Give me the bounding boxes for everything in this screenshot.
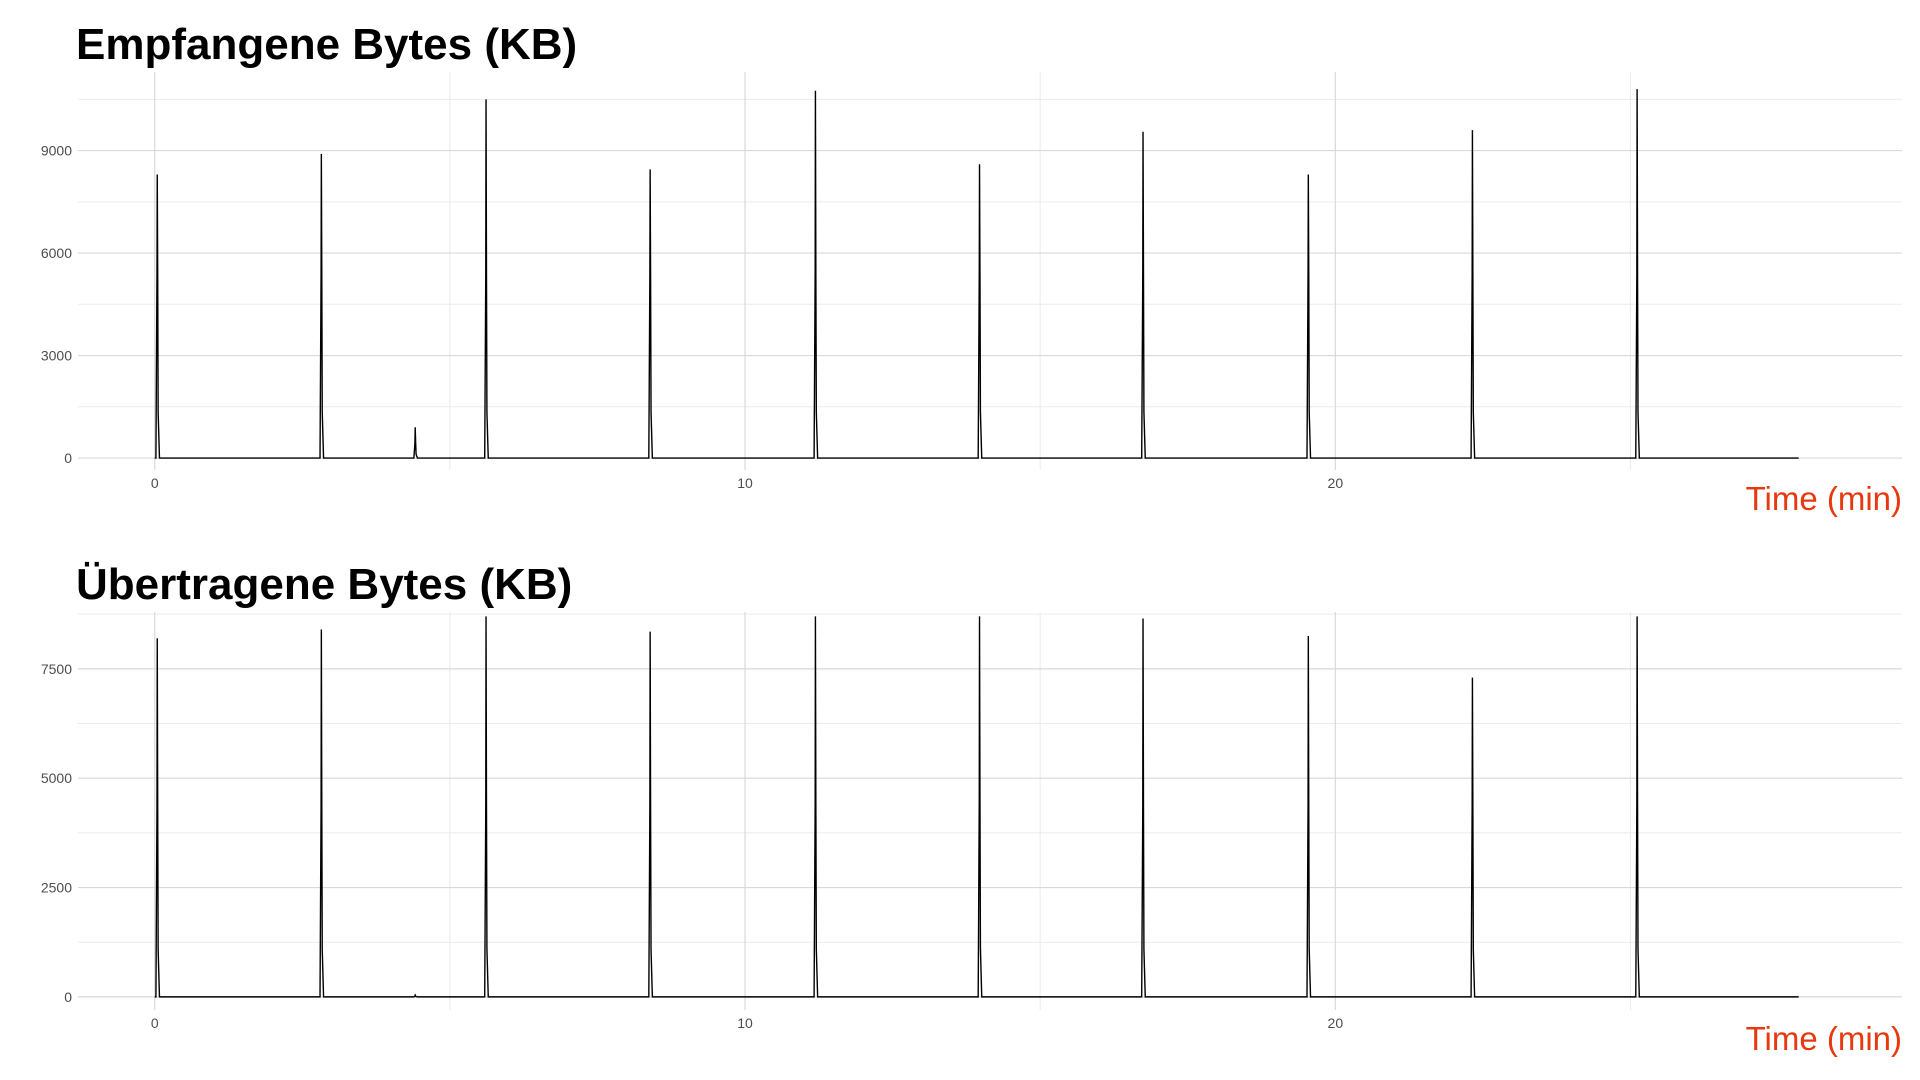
y-tick-label: 0 [64,450,72,466]
x-axis-title: Time (min) [1745,1020,1902,1057]
x-tick-label: 10 [737,1015,753,1031]
series-line [154,616,1799,998]
plot-area: 0 10 20 0 2500 5000 7500 [41,612,1902,1031]
y-tick-label: 3000 [41,348,72,364]
x-tick-label: 0 [151,1015,159,1031]
chart-title: Übertragene Bytes (KB) [76,560,573,609]
y-tick-label: 7500 [41,661,72,677]
plot-area: 0 10 20 0 3000 6000 9000 [41,72,1902,491]
grid [78,72,1902,470]
x-tick-label: 10 [737,475,753,491]
y-tick-label: 6000 [41,245,72,261]
x-tick-label: 20 [1328,475,1344,491]
x-axis-title: Time (min) [1745,480,1902,517]
chart-title: Empfangene Bytes (KB) [76,20,578,69]
y-tick-label: 5000 [41,770,72,786]
chart-panel-uebertragene-bytes: Übertragene Bytes (KB) Time (min) 0 10 20 0… [0,540,1920,1080]
y-tick-label: 9000 [41,143,72,159]
y-tick-label: 0 [64,989,72,1005]
grid [78,612,1902,1010]
series-line [154,89,1799,459]
y-tick-label: 2500 [41,880,72,896]
x-tick-label: 0 [151,475,159,491]
x-tick-label: 20 [1328,1015,1344,1031]
chart-panel-empfangene-bytes: Empfangene Bytes (KB) Time (min) 0 10 20 0 3… [41,20,1902,517]
